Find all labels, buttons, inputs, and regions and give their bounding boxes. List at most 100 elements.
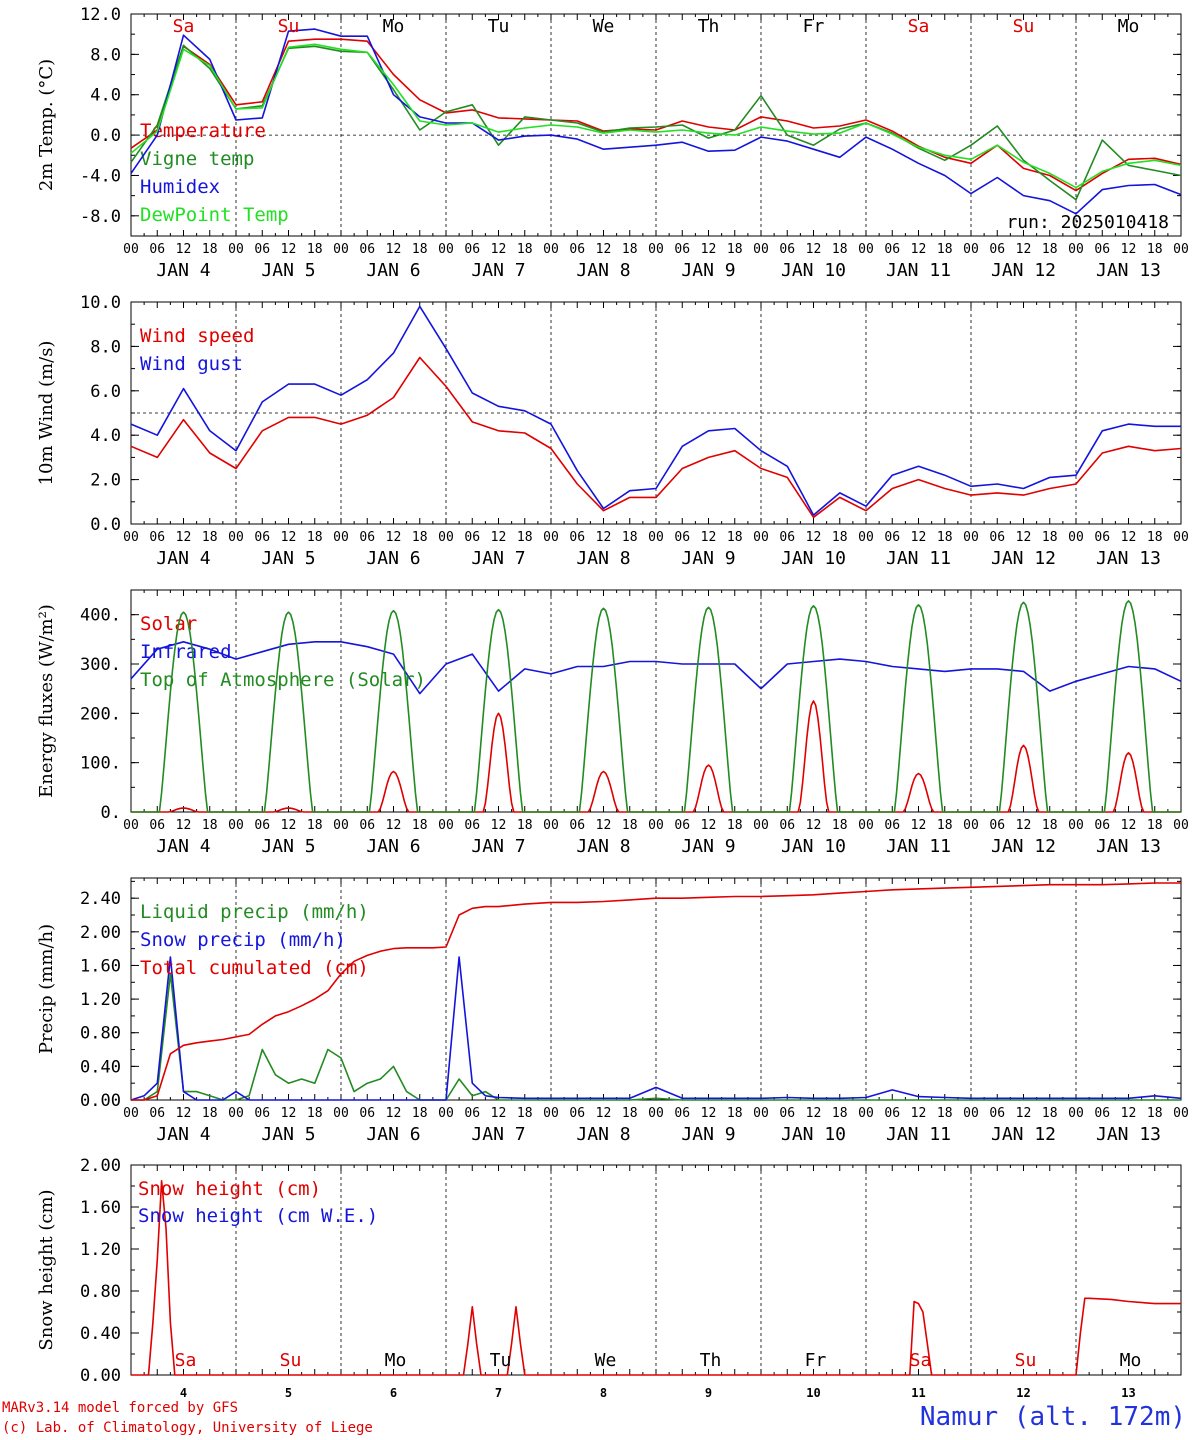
hour-label: 00 <box>543 242 559 257</box>
hour-label: 00 <box>543 1106 559 1121</box>
series-line-top-of-atmosphere-solar <box>131 600 1181 813</box>
hour-label: 12 <box>281 530 297 545</box>
y-tick-label: -4.0 <box>80 166 121 186</box>
hour-label: 18 <box>727 530 743 545</box>
hour-label: 00 <box>858 242 874 257</box>
series-line-dewpoint-temp <box>130 43 1182 189</box>
y-tick-label: 2.0 <box>90 471 121 491</box>
date-label: JAN 8 <box>576 836 630 857</box>
y-axis-label: Precip (mm/h) <box>36 924 57 1054</box>
date-label: JAN 4 <box>156 836 210 857</box>
hour-label: 06 <box>149 818 165 833</box>
date-label: JAN 6 <box>366 1124 420 1145</box>
date-label: JAN 9 <box>681 1124 735 1145</box>
series-line-snow-precip-mm-h <box>130 956 1182 1101</box>
panel-4: 0.00 0.40 0.80 1.20 1.60 2.00 2.40 Precip (mm/h… <box>36 877 1189 1145</box>
legend-entry: Vigne temp <box>140 148 254 170</box>
date-label: JAN 8 <box>576 548 630 569</box>
meteogram-figure: -8.0 -4.0 0.0 4.0 8.0 12.0 2m Temp. (°C) 00 06 12… <box>36 5 1189 1400</box>
hour-label: 12 <box>806 530 822 545</box>
y-tick-label: 4.0 <box>90 86 121 106</box>
hour-label: 00 <box>753 530 769 545</box>
hour-label: 12 <box>911 530 927 545</box>
hour-label: 00 <box>333 530 349 545</box>
hour-label: 18 <box>937 242 953 257</box>
y-tick-label: 1.20 <box>80 990 121 1010</box>
hour-label: 06 <box>359 1106 375 1121</box>
weekday-label: Mo <box>385 1350 407 1371</box>
hour-label: 00 <box>963 242 979 257</box>
hour-label: 12 <box>386 818 402 833</box>
hour-label: 12 <box>491 242 507 257</box>
y-tick-label: 2.00 <box>80 1156 121 1176</box>
series-line-wind-gust <box>130 305 1181 516</box>
hour-label: 00 <box>648 530 664 545</box>
hour-label: 12 <box>1016 818 1032 833</box>
date-label: JAN 11 <box>886 1124 951 1145</box>
run-annotation: run: 2025010418 <box>1006 212 1169 233</box>
hour-label: 12 <box>281 1106 297 1121</box>
hour-label: 18 <box>1042 242 1058 257</box>
hour-label: 00 <box>1173 530 1189 545</box>
hour-label: 12 <box>1121 530 1137 545</box>
weekday-label: Th <box>700 1350 722 1371</box>
weekday-label: Su <box>280 1350 302 1371</box>
hour-label: 00 <box>228 1106 244 1121</box>
date-label: JAN 7 <box>471 836 525 857</box>
y-tick-label: 0. <box>101 803 121 823</box>
y-tick-label: 0.80 <box>80 1282 121 1302</box>
hour-label: 18 <box>1042 1106 1058 1121</box>
hour-label: 12 <box>596 530 612 545</box>
hour-label: 18 <box>937 1106 953 1121</box>
hour-label: 06 <box>779 1106 795 1121</box>
hour-label: 00 <box>123 818 139 833</box>
hour-label: 12 <box>281 818 297 833</box>
hour-label: 00 <box>1068 818 1084 833</box>
hour-label: 12 <box>1121 242 1137 257</box>
hour-label: 12 <box>1016 530 1032 545</box>
hour-label: 18 <box>1147 818 1163 833</box>
hour-label: 18 <box>727 1106 743 1121</box>
panel-1: -8.0 -4.0 0.0 4.0 8.0 12.0 2m Temp. (°C) 00 06 12… <box>36 5 1189 281</box>
day-number: 13 <box>1121 1386 1135 1400</box>
hour-label: 18 <box>307 818 323 833</box>
panel-3: 0. 100. 200. 300. 400. Energy fluxes (W/m²) 00… <box>36 589 1189 857</box>
series-line-wind-speed <box>130 356 1182 519</box>
series-line-liquid-precip-mm-h <box>131 973 1181 1101</box>
y-tick-label: 0.40 <box>80 1324 121 1344</box>
hour-label: 18 <box>517 242 533 257</box>
y-tick-label: 4.0 <box>90 426 121 446</box>
hour-label: 18 <box>412 1106 428 1121</box>
date-label: JAN 13 <box>1096 1124 1161 1145</box>
hour-label: 12 <box>386 1106 402 1121</box>
date-label: JAN 12 <box>991 836 1056 857</box>
hour-label: 12 <box>281 242 297 257</box>
series-line-vigne-temp <box>130 44 1182 201</box>
hour-label: 00 <box>1173 242 1189 257</box>
legend-entry: DewPoint Temp <box>140 204 289 226</box>
hour-label: 06 <box>884 242 900 257</box>
hour-label: 18 <box>1042 530 1058 545</box>
hour-label: 00 <box>1173 818 1189 833</box>
weekday-label: Su <box>1013 16 1035 37</box>
hour-label: 12 <box>596 818 612 833</box>
hour-label: 12 <box>701 818 717 833</box>
hour-label: 18 <box>202 530 218 545</box>
hour-label: 00 <box>438 1106 454 1121</box>
date-label: JAN 8 <box>576 1124 630 1145</box>
weekday-label: Su <box>278 16 300 37</box>
date-label: JAN 12 <box>991 260 1056 281</box>
hour-label: 06 <box>359 818 375 833</box>
hour-label: 18 <box>832 818 848 833</box>
hour-label: 18 <box>937 530 953 545</box>
date-label: JAN 5 <box>261 548 315 569</box>
hour-label: 06 <box>674 1106 690 1121</box>
y-tick-label: 200. <box>80 704 121 724</box>
hour-label: 00 <box>228 242 244 257</box>
date-label: JAN 6 <box>366 548 420 569</box>
hour-label: 00 <box>858 530 874 545</box>
hour-label: 00 <box>543 530 559 545</box>
hour-label: 12 <box>386 530 402 545</box>
hour-label: 06 <box>674 818 690 833</box>
hour-label: 18 <box>622 530 638 545</box>
